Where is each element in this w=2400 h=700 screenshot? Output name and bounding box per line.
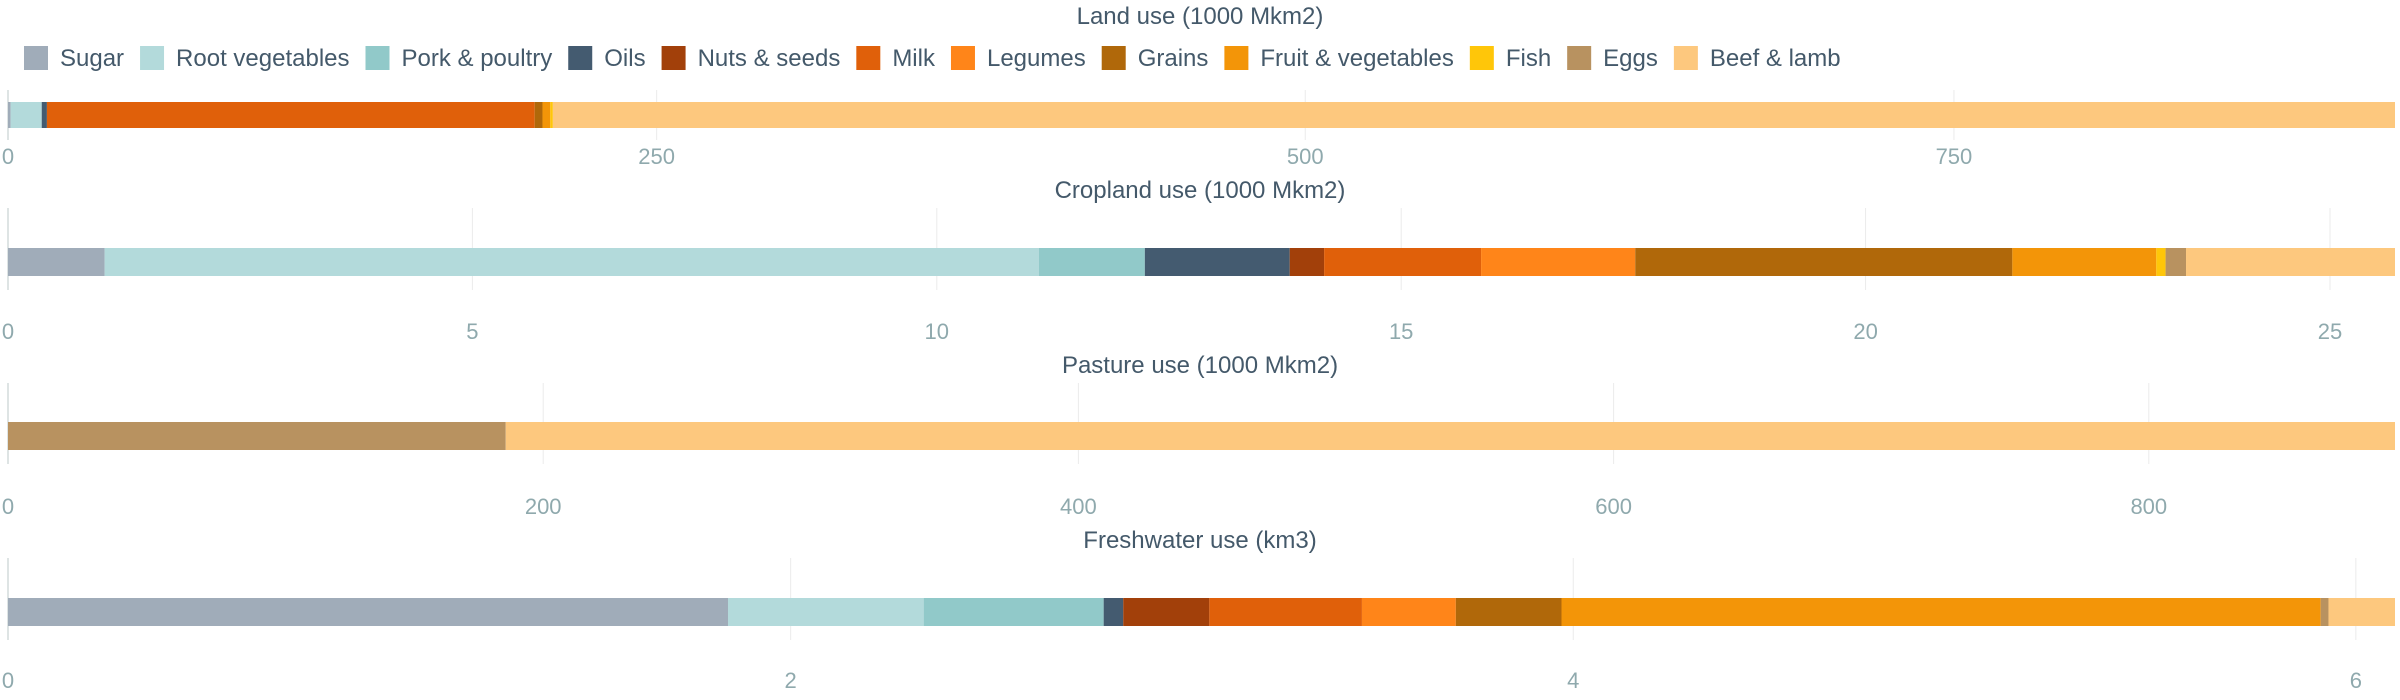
legend-swatch xyxy=(24,46,48,70)
legend-item-grains[interactable]: Grains xyxy=(1101,45,1209,72)
tick-label: 750 xyxy=(1936,144,1973,169)
bar-segment-legumes[interactable] xyxy=(1481,248,1636,276)
legend-swatch xyxy=(1469,46,1494,70)
bar-segment-oils[interactable] xyxy=(41,102,47,128)
bar-segment-fruit-vegetables[interactable] xyxy=(1561,598,2321,626)
tick-label: 600 xyxy=(1595,494,1632,519)
legend-label: Milk xyxy=(892,45,936,72)
bar-segment-oils[interactable] xyxy=(1144,248,1290,276)
legend-swatch xyxy=(1224,46,1249,70)
tick-label: 5 xyxy=(466,319,478,344)
bar-segment-eggs[interactable] xyxy=(8,422,506,450)
legend-swatch xyxy=(140,46,165,70)
legend-swatch xyxy=(1567,46,1592,70)
legend-item-pork-poultry[interactable]: Pork & poultry xyxy=(365,45,553,72)
legend-item-beef-lamb[interactable]: Beef & lamb xyxy=(1673,45,1841,72)
tick-label: 800 xyxy=(2130,494,2167,519)
bar-segment-fruit-vegetables[interactable] xyxy=(2012,248,2157,276)
legend-item-eggs[interactable]: Eggs xyxy=(1567,45,1658,72)
bar-segment-oils[interactable] xyxy=(1103,598,1124,626)
legend-label: Legumes xyxy=(987,45,1086,72)
bar-segment-pork-poultry[interactable] xyxy=(923,598,1104,626)
tick-label: 500 xyxy=(1287,144,1324,169)
bar-segment-root-vegetables[interactable] xyxy=(10,102,42,128)
bar-segment-grains[interactable] xyxy=(1455,598,1562,626)
legend-item-nuts-seeds[interactable]: Nuts & seeds xyxy=(661,45,841,72)
panel-freshwater-use-km3: Freshwater use (km3) 0 2 4 6 xyxy=(2,527,2395,693)
legend-swatch xyxy=(568,46,593,70)
bar-segment-milk[interactable] xyxy=(46,102,535,128)
legend-label: Nuts & seeds xyxy=(698,45,841,72)
bar-segment-eggs[interactable] xyxy=(2165,248,2187,276)
tick-label: 20 xyxy=(1853,319,1877,344)
bar-segment-sugar[interactable] xyxy=(8,598,729,626)
panel-title: Freshwater use (km3) xyxy=(1083,527,1316,554)
legend-item-root-vegetables[interactable]: Root vegetables xyxy=(140,45,350,72)
panel-land-use-1000-mkm2: Land use (1000 Mkm2) 0 250 500 750 xyxy=(2,3,2396,169)
bar-segment-fish[interactable] xyxy=(2156,248,2166,276)
tick-label: 4 xyxy=(1567,668,1579,693)
legend-label: Root vegetables xyxy=(176,45,349,72)
legend-label: Eggs xyxy=(1603,45,1658,72)
bar-segment-grains[interactable] xyxy=(1635,248,2013,276)
tick-label: 250 xyxy=(638,144,675,169)
legend-label: Sugar xyxy=(60,45,124,72)
legend-item-fish[interactable]: Fish xyxy=(1469,45,1551,72)
legend-swatch xyxy=(1673,46,1698,70)
tick-label: 400 xyxy=(1060,494,1097,519)
legend-swatch xyxy=(950,46,975,70)
bar-segment-nuts-seeds[interactable] xyxy=(1289,248,1325,276)
legend-item-sugar[interactable]: Sugar xyxy=(24,45,124,72)
bar-segment-beef-lamb[interactable] xyxy=(2186,248,2395,276)
legend-label: Fruit & vegetables xyxy=(1260,45,1453,72)
bar-segment-fruit-vegetables[interactable] xyxy=(542,102,551,128)
legend-swatch xyxy=(365,46,390,70)
bar-segment-nuts-seeds[interactable] xyxy=(1123,598,1210,626)
panel-title: Cropland use (1000 Mkm2) xyxy=(1055,177,1346,204)
bar-segment-milk[interactable] xyxy=(1209,598,1362,626)
tick-label: 0 xyxy=(2,319,14,344)
panel-cropland-use-1000-mkm2: Cropland use (1000 Mkm2) 0 5 10 15 20 25 xyxy=(2,177,2395,344)
tick-label: 6 xyxy=(2350,668,2362,693)
panel-title: Pasture use (1000 Mkm2) xyxy=(1062,352,1338,379)
legend-label: Pork & poultry xyxy=(402,45,553,72)
bar-segment-grains[interactable] xyxy=(534,102,543,128)
legend-label: Oils xyxy=(604,45,645,72)
tick-label: 15 xyxy=(1389,319,1413,344)
legend-item-legumes[interactable]: Legumes xyxy=(950,45,1086,72)
bar-segment-beef-lamb[interactable] xyxy=(2328,598,2395,626)
bar-segment-fish[interactable] xyxy=(550,102,553,128)
tick-label: 10 xyxy=(925,319,949,344)
bar-segment-sugar[interactable] xyxy=(8,102,11,128)
bar-segment-milk[interactable] xyxy=(1324,248,1482,276)
tick-label: 2 xyxy=(784,668,796,693)
tick-label: 0 xyxy=(2,494,14,519)
legend-item-oils[interactable]: Oils xyxy=(568,45,646,72)
tick-label: 200 xyxy=(525,494,562,519)
bar-segment-beef-lamb[interactable] xyxy=(552,102,2396,128)
panel-title: Land use (1000 Mkm2) xyxy=(1077,3,1324,30)
panel-pasture-use-1000-mkm2: Pasture use (1000 Mkm2) 0 200 400 600 800 xyxy=(2,352,2395,519)
legend-item-milk[interactable]: Milk xyxy=(856,45,936,72)
legend-swatch xyxy=(856,46,881,70)
legend-item-fruit-vegetables[interactable]: Fruit & vegetables xyxy=(1224,45,1454,72)
bar-segment-pork-poultry[interactable] xyxy=(1038,248,1145,276)
legend-label: Grains xyxy=(1138,45,1209,72)
legend-swatch xyxy=(661,46,686,70)
legend-label: Beef & lamb xyxy=(1710,45,1841,72)
bar-segment-eggs[interactable] xyxy=(2320,598,2329,626)
bar-segment-root-vegetables[interactable] xyxy=(728,598,924,626)
bar-segment-legumes[interactable] xyxy=(1361,598,1456,626)
legend-label: Fish xyxy=(1506,45,1551,72)
tick-label: 0 xyxy=(2,144,14,169)
tick-label: 25 xyxy=(2318,319,2342,344)
bar-segment-sugar[interactable] xyxy=(8,248,105,276)
legend-swatch xyxy=(1101,46,1126,70)
bar-segment-beef-lamb[interactable] xyxy=(505,422,2395,450)
bar-segment-root-vegetables[interactable] xyxy=(104,248,1039,276)
tick-label: 0 xyxy=(2,668,14,693)
